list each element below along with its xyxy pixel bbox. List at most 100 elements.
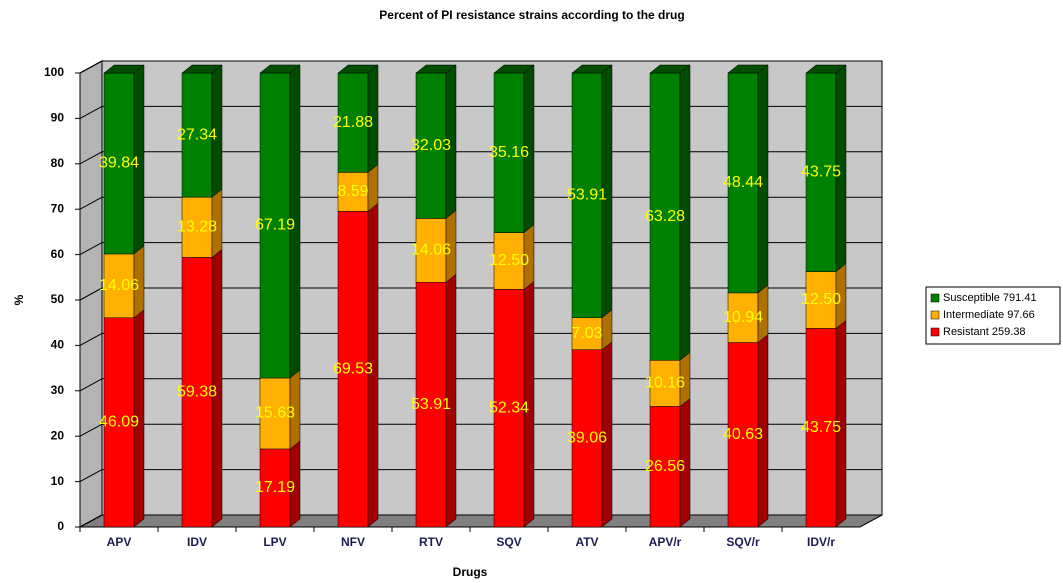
y-tick-label: 90 [51,111,65,125]
legend-swatch [930,327,940,337]
value-label: 39.06 [567,430,607,447]
value-label: 8.59 [337,183,368,200]
y-tick-label: 80 [51,156,65,170]
x-tick-label: APV/r [649,535,682,549]
value-label: 43.75 [801,164,841,181]
value-label: 14.06 [99,277,139,294]
bar-top [181,64,223,74]
value-label: 59.38 [177,383,217,400]
bar-top [727,64,769,74]
bar-segment [259,377,291,450]
value-label: 13.28 [177,218,217,235]
y-tick-label: 40 [51,338,65,352]
value-label: 63.28 [645,208,685,225]
grid-line [79,469,103,483]
grid-line [79,287,103,301]
value-label: 26.56 [645,458,685,475]
value-label: 14.06 [411,242,451,259]
y-tick-label: 30 [51,383,65,397]
value-label: 27.34 [177,126,217,143]
value-label: 69.53 [333,360,373,377]
bar-segment [103,317,135,528]
value-label: 32.03 [411,137,451,154]
bar-segment [337,211,369,528]
y-tick-label: 100 [44,65,64,79]
bar-segment [337,172,369,212]
value-label: 10.16 [645,375,685,392]
y-tick-label: 70 [51,201,65,215]
bar-top [415,64,457,74]
bar-segment [415,281,447,528]
x-tick-label: IDV [187,535,207,549]
bar-segment [571,72,603,319]
bar-segment [337,72,369,173]
value-label: 67.19 [255,217,295,234]
value-label: 52.34 [489,399,529,416]
bar-segment [727,72,759,294]
bar-top [493,64,535,74]
bar-segment [103,253,135,319]
x-tick-label: LPV [263,535,286,549]
grid-line [79,332,103,346]
y-tick-label: 20 [51,428,65,442]
value-label: 15.63 [255,405,295,422]
bar-segment [103,72,135,255]
grid-line [79,378,103,392]
legend-label: Intermediate 97.66 [943,309,1035,321]
x-tick-label: APV [107,535,132,549]
bar-top [805,64,847,74]
value-label: 17.19 [255,479,295,496]
y-axis-label: % [12,294,26,305]
value-label: 53.91 [411,396,451,413]
grid-line [79,60,103,74]
value-label: 21.88 [333,114,373,131]
grid-line [79,105,103,119]
bar-top [649,64,691,74]
legend-swatch [930,293,940,303]
bar-segment [181,257,213,528]
value-label: 39.84 [99,155,139,172]
bar-segment [181,196,213,258]
chart-title: Percent of PI resistance strains accordi… [379,8,684,22]
value-label: 10.94 [723,309,763,326]
value-label: 7.03 [571,325,602,342]
bar-segment [259,72,291,379]
bar-top [571,64,613,74]
grid-line [79,514,103,528]
legend-box [925,286,1061,345]
x-tick-label: ATV [575,535,598,549]
value-label: 48.44 [723,174,763,191]
bar-segment [415,72,447,219]
x-tick-label: NFV [341,535,365,549]
bar-segment [649,72,681,361]
bar-segment [259,448,291,528]
value-label: 53.91 [567,187,607,204]
bar-segment [181,72,213,198]
grid-line [79,151,103,165]
value-label: 12.50 [489,252,529,269]
bar-top [259,64,301,74]
bar-top [337,64,379,74]
value-label: 43.75 [801,419,841,436]
bar-segment [493,72,525,233]
grid-line [79,242,103,256]
x-tick-label: RTV [419,535,443,549]
legend-label: Susceptible 791.41 [943,292,1037,304]
value-label: 12.50 [801,291,841,308]
value-label: 40.63 [723,426,763,443]
x-tick-label: SQV [496,535,521,549]
x-tick-label: SQV/r [726,535,760,549]
bar-segment [805,271,837,329]
legend-swatch [930,310,940,320]
grid-line [79,196,103,210]
y-tick-label: 0 [57,519,64,533]
bar-segment [727,292,759,343]
bar-segment [727,342,759,528]
y-tick-label: 10 [51,474,65,488]
bar-segment [805,72,837,272]
x-tick-label: IDV/r [807,535,835,549]
x-axis-label: Drugs [453,565,488,579]
y-tick-label: 60 [51,247,65,261]
bar-segment [415,218,447,283]
